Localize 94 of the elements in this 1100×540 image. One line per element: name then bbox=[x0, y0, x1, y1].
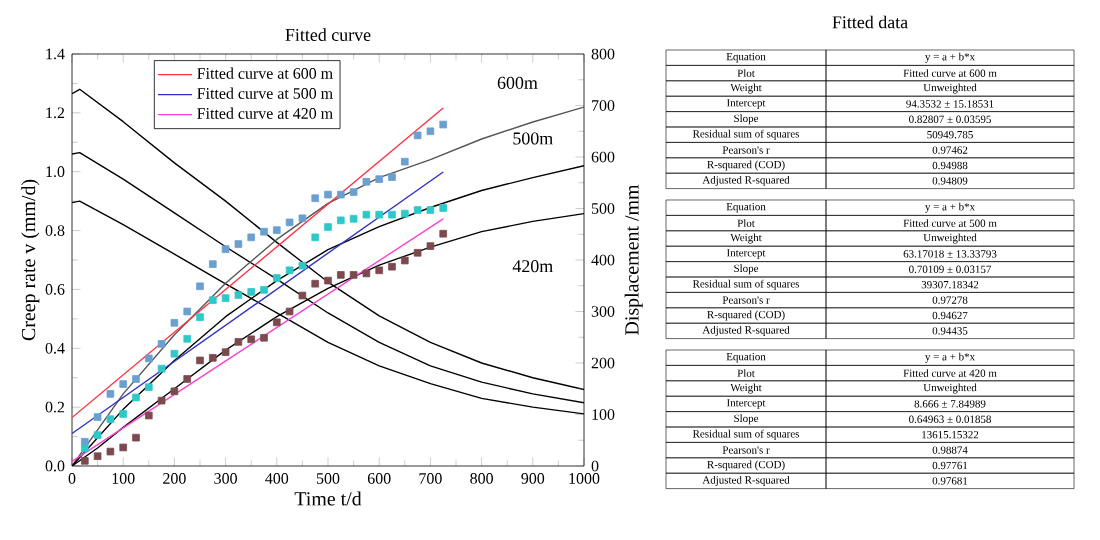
point bbox=[209, 296, 217, 304]
point bbox=[388, 173, 396, 181]
point bbox=[81, 457, 89, 465]
point bbox=[93, 431, 102, 439]
point bbox=[388, 262, 396, 271]
point bbox=[362, 269, 371, 278]
point bbox=[362, 210, 371, 219]
point bbox=[298, 214, 307, 223]
point bbox=[145, 354, 153, 363]
point bbox=[324, 190, 332, 199]
point bbox=[170, 319, 179, 327]
point bbox=[145, 411, 153, 420]
point bbox=[260, 227, 268, 236]
point bbox=[324, 223, 332, 231]
y2-axis-title: Displacement /mm bbox=[624, 184, 643, 335]
point bbox=[119, 410, 127, 418]
point bbox=[247, 288, 255, 296]
point bbox=[324, 276, 332, 285]
point bbox=[196, 313, 204, 321]
point bbox=[298, 291, 307, 300]
point bbox=[349, 271, 358, 279]
point bbox=[132, 375, 140, 383]
annotation: 600m bbox=[497, 76, 538, 89]
point bbox=[375, 175, 383, 183]
point bbox=[273, 274, 281, 282]
point bbox=[375, 266, 383, 275]
point bbox=[260, 286, 268, 294]
point bbox=[401, 157, 409, 166]
point bbox=[388, 210, 396, 219]
point bbox=[273, 318, 281, 327]
point bbox=[196, 282, 204, 291]
point bbox=[273, 226, 281, 234]
point bbox=[106, 415, 115, 423]
point bbox=[157, 340, 166, 348]
point bbox=[285, 218, 294, 227]
point bbox=[183, 335, 191, 343]
point bbox=[413, 206, 422, 214]
point bbox=[426, 242, 435, 250]
point bbox=[298, 261, 307, 270]
point bbox=[196, 356, 204, 365]
point bbox=[183, 375, 191, 383]
text: Fitted data bbox=[832, 15, 908, 29]
point bbox=[337, 190, 345, 199]
point bbox=[401, 256, 409, 265]
point bbox=[260, 333, 268, 342]
point bbox=[170, 387, 179, 396]
point bbox=[234, 240, 243, 248]
point bbox=[221, 245, 230, 253]
y-axis-title: Creep rate v (mm/d) bbox=[21, 179, 40, 341]
point bbox=[132, 433, 140, 442]
point bbox=[221, 348, 230, 356]
point bbox=[439, 120, 447, 129]
chart-title: Fitted curve bbox=[285, 28, 371, 41]
point bbox=[106, 390, 115, 398]
point bbox=[209, 260, 217, 268]
point bbox=[311, 233, 319, 242]
point bbox=[413, 131, 422, 140]
point bbox=[106, 447, 115, 456]
point bbox=[439, 204, 447, 212]
point bbox=[349, 215, 358, 223]
point bbox=[234, 338, 243, 346]
point bbox=[349, 188, 358, 196]
point bbox=[209, 354, 217, 362]
point bbox=[311, 194, 319, 202]
point bbox=[119, 443, 127, 452]
point bbox=[157, 396, 166, 405]
annotation: 420m bbox=[512, 260, 553, 273]
point bbox=[426, 127, 435, 136]
point bbox=[93, 452, 102, 460]
point bbox=[234, 291, 243, 299]
point bbox=[439, 229, 447, 238]
point bbox=[145, 383, 153, 391]
point bbox=[337, 271, 345, 279]
point bbox=[375, 210, 383, 219]
point bbox=[285, 307, 294, 316]
point bbox=[413, 249, 422, 257]
point bbox=[221, 294, 230, 302]
annotation: 500m bbox=[513, 132, 553, 145]
point bbox=[119, 380, 127, 388]
x-axis-title: Time t/d bbox=[294, 491, 362, 506]
point bbox=[93, 413, 102, 421]
point bbox=[247, 233, 255, 242]
point bbox=[401, 209, 409, 218]
point bbox=[426, 206, 435, 214]
point bbox=[362, 177, 371, 186]
point bbox=[170, 349, 179, 358]
point bbox=[337, 216, 345, 225]
point bbox=[183, 307, 191, 316]
point bbox=[311, 279, 319, 288]
point bbox=[247, 335, 255, 344]
point bbox=[157, 364, 166, 373]
point bbox=[132, 393, 140, 402]
point bbox=[285, 266, 294, 275]
point bbox=[81, 444, 89, 453]
